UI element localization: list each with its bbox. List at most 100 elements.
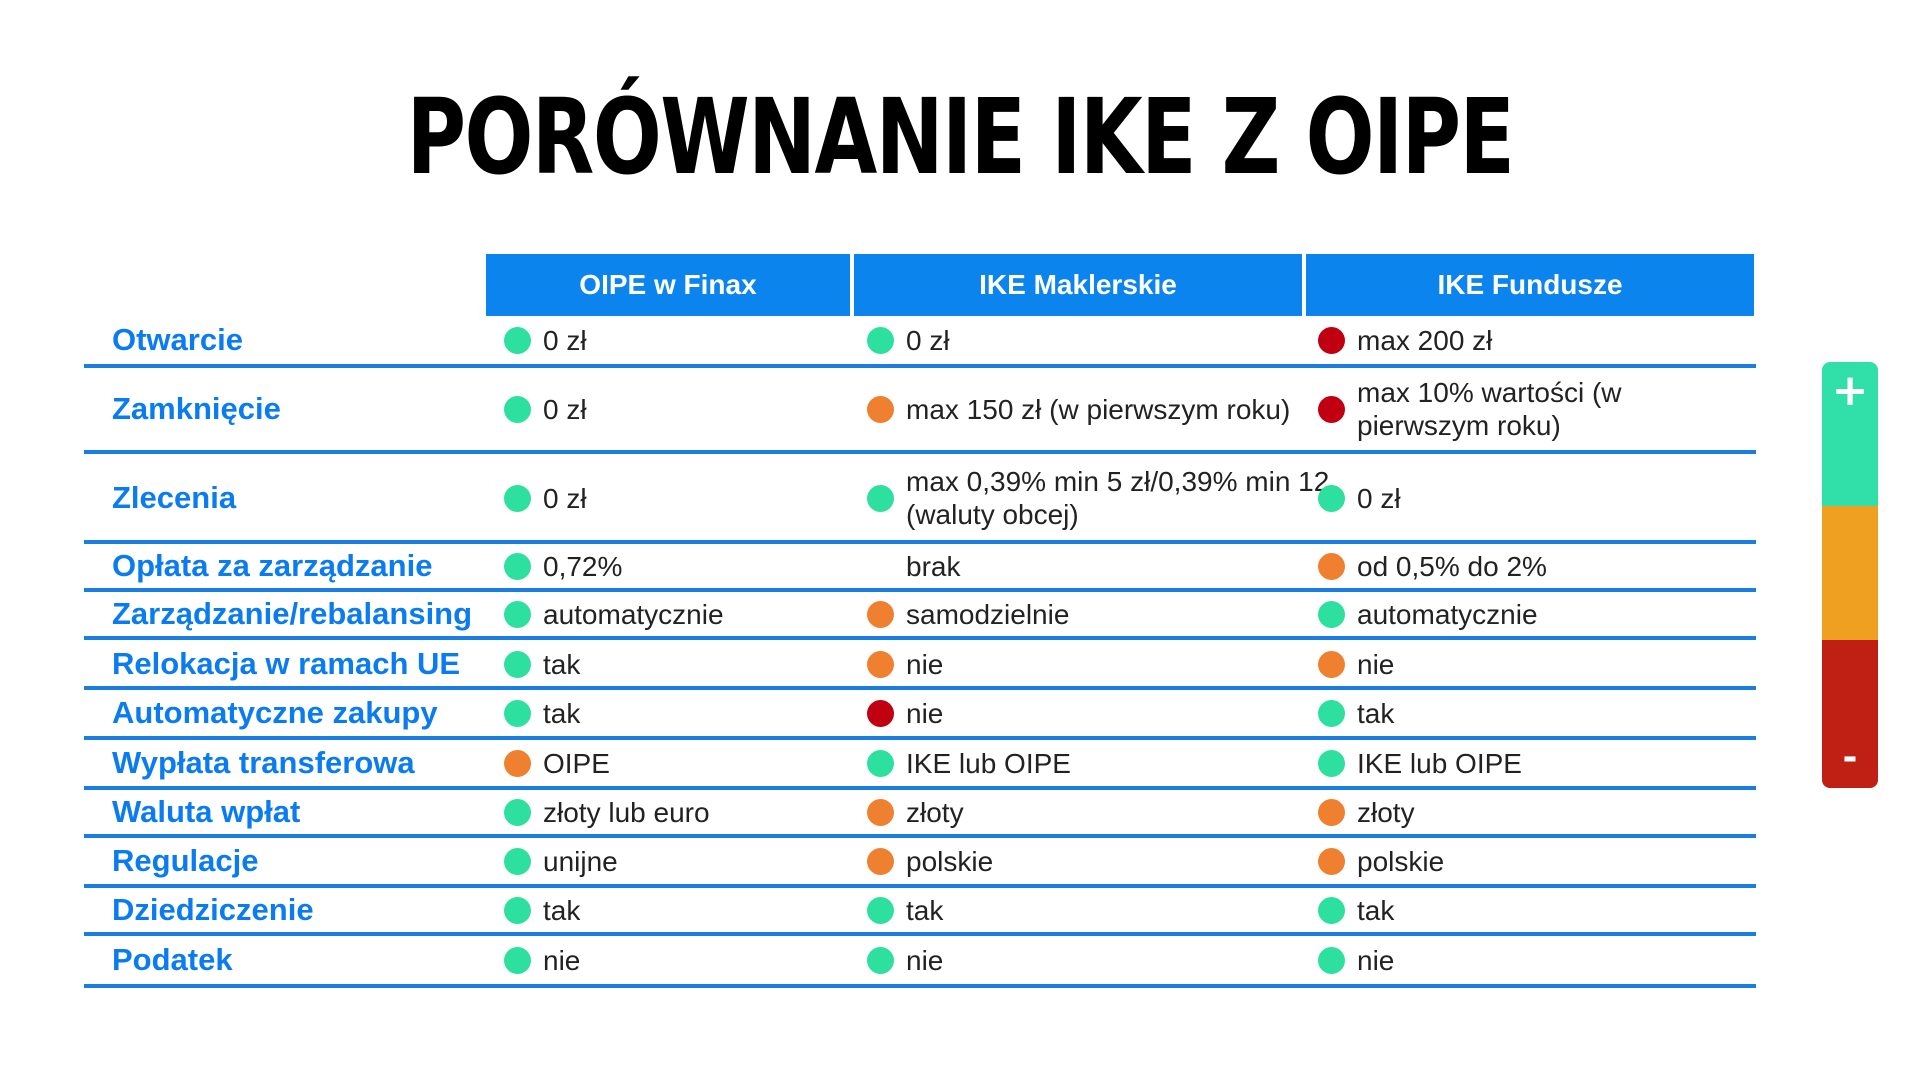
- cell-text: nie: [543, 944, 581, 976]
- cell-text: OIPE: [543, 747, 610, 779]
- table-row-relokacja-ue: Relokacja w ramach UE tak nie nie: [84, 642, 1756, 690]
- table-cell: automatycznie: [1318, 592, 1738, 636]
- cell-text: tak: [1357, 894, 1395, 926]
- cell-text: max 0,39% min 5 zł/0,39% min 12 (waluty …: [906, 466, 1330, 530]
- table-cell: unijne: [504, 838, 864, 884]
- table-row-regulacje: Regulacje unijne polskie polskie: [84, 838, 1756, 888]
- status-dot-orange-icon: [867, 847, 894, 875]
- row-divider: [84, 364, 1756, 368]
- table-cell: nie: [867, 642, 1387, 686]
- row-divider: [84, 588, 1756, 592]
- status-dot-green-icon: [867, 484, 894, 512]
- column-header-ike-fundusze: IKE Fundusze: [1306, 254, 1754, 316]
- cell-text: IKE lub OIPE: [906, 747, 1071, 779]
- cell-text: nie: [906, 697, 944, 729]
- table-cell: złoty: [1318, 790, 1738, 834]
- rating-scale-legend: + -: [1822, 362, 1878, 788]
- table-cell: samodzielnie: [867, 592, 1387, 636]
- table-cell: złoty lub euro: [504, 790, 864, 834]
- table-cell: tak: [504, 888, 864, 932]
- status-dot-red-icon: [1318, 395, 1345, 423]
- status-dot-orange-icon: [1318, 650, 1345, 678]
- status-dot-green-icon: [1318, 749, 1345, 777]
- table-row-otwarcie: Otwarcie 0 zł 0 zł max 200 zł: [84, 316, 1756, 368]
- status-dot-green-icon: [504, 650, 531, 678]
- column-header-ike-maklerskie: IKE Maklerskie: [854, 254, 1302, 316]
- table-cell: tak: [1318, 690, 1738, 736]
- cell-text: 0 zł: [543, 393, 587, 425]
- row-label: Dziedziczenie: [112, 892, 314, 927]
- row-label: Zarządzanie/rebalansing: [112, 596, 473, 631]
- cell-text: 0 zł: [906, 324, 950, 356]
- table-row-zarzadzanie-rebalansing: Zarządzanie/rebalansing automatycznie samo…: [84, 592, 1756, 640]
- row-divider: [84, 636, 1756, 640]
- cell-text: automatycznie: [543, 598, 724, 630]
- row-label: Regulacje: [112, 843, 259, 878]
- cell-text: tak: [543, 648, 581, 680]
- row-label: Otwarcie: [112, 322, 243, 357]
- cell-text: 0 zł: [543, 482, 587, 514]
- row-divider: [84, 834, 1756, 838]
- table-cell: nie: [1318, 936, 1738, 984]
- cell-text: nie: [906, 648, 944, 680]
- row-label: Relokacja w ramach UE: [112, 646, 461, 681]
- status-dot-red-icon: [1318, 326, 1345, 354]
- table-cell: max 0,39% min 5 zł/0,39% min 12 (waluty …: [867, 456, 1387, 540]
- status-dot-green-icon: [504, 699, 531, 727]
- status-dot-green-icon: [504, 600, 531, 628]
- cell-text: tak: [906, 894, 944, 926]
- cell-text: max 200 zł: [1357, 324, 1493, 356]
- plus-icon: +: [1831, 365, 1869, 416]
- row-divider: [84, 984, 1756, 988]
- cell-text: brak: [906, 550, 961, 582]
- table-row-zamkniecie: Zamknięcie 0 zł max 150 zł (w pierwszym ro…: [84, 368, 1756, 454]
- table-row-automatyczne-zakupy: Automatyczne zakupy tak nie tak: [84, 690, 1756, 740]
- status-dot-orange-icon: [504, 749, 531, 777]
- row-label: Wypłata transferowa: [112, 745, 415, 780]
- table-cell: 0,72%: [504, 544, 864, 588]
- row-divider: [84, 884, 1756, 888]
- status-dot-green-icon: [504, 552, 531, 580]
- row-label: Opłata za zarządzanie: [112, 548, 433, 583]
- table-cell: nie: [867, 936, 1387, 984]
- table-cell: max 10% wartości (w pierwszym roku): [1318, 368, 1738, 450]
- status-dot-orange-icon: [867, 395, 894, 423]
- scale-orange-segment: [1822, 506, 1878, 640]
- status-dot-green-icon: [1318, 484, 1345, 512]
- cell-text: złoty lub euro: [543, 796, 710, 828]
- cell-text: 0 zł: [543, 324, 587, 356]
- table-cell: tak: [867, 888, 1387, 932]
- row-divider: [84, 686, 1756, 690]
- table-cell: OIPE: [504, 740, 864, 786]
- cell-text: nie: [1357, 944, 1395, 976]
- row-label: Zamknięcie: [112, 391, 281, 426]
- row-divider: [84, 932, 1756, 936]
- status-dot-green-icon: [504, 484, 531, 512]
- table-cell: polskie: [1318, 838, 1738, 884]
- cell-text: 0,72%: [543, 550, 623, 582]
- table-cell: tak: [504, 642, 864, 686]
- table-cell: max 200 zł: [1318, 316, 1738, 364]
- row-label: Podatek: [112, 942, 233, 977]
- cell-text: max 10% wartości (w pierwszym roku): [1357, 377, 1622, 441]
- cell-text: tak: [543, 697, 581, 729]
- table-cell: nie: [1318, 642, 1738, 686]
- column-header-oipe-finax: OIPE w Finax: [486, 254, 850, 316]
- table-cell: 0 zł: [504, 368, 864, 450]
- table-cell: max 150 zł (w pierwszym roku): [867, 368, 1387, 450]
- status-dot-green-icon: [1318, 699, 1345, 727]
- status-dot-green-icon: [1318, 600, 1345, 628]
- scale-green-segment: [1822, 362, 1878, 506]
- cell-text: tak: [543, 894, 581, 926]
- table-row-oplata-za-zarzadzanie: Opłata za zarządzanie 0,72% brak od 0,5% do…: [84, 544, 1756, 592]
- cell-text: 0 zł: [1357, 482, 1401, 514]
- status-dot-green-icon: [504, 847, 531, 875]
- table-cell: od 0,5% do 2%: [1318, 544, 1738, 588]
- row-divider: [84, 786, 1756, 790]
- table-cell: polskie: [867, 838, 1387, 884]
- table-cell: tak: [1318, 888, 1738, 932]
- cell-text: polskie: [906, 845, 994, 877]
- status-dot-green-icon: [504, 946, 531, 974]
- table-cell: IKE lub OIPE: [867, 740, 1387, 786]
- row-divider: [84, 736, 1756, 740]
